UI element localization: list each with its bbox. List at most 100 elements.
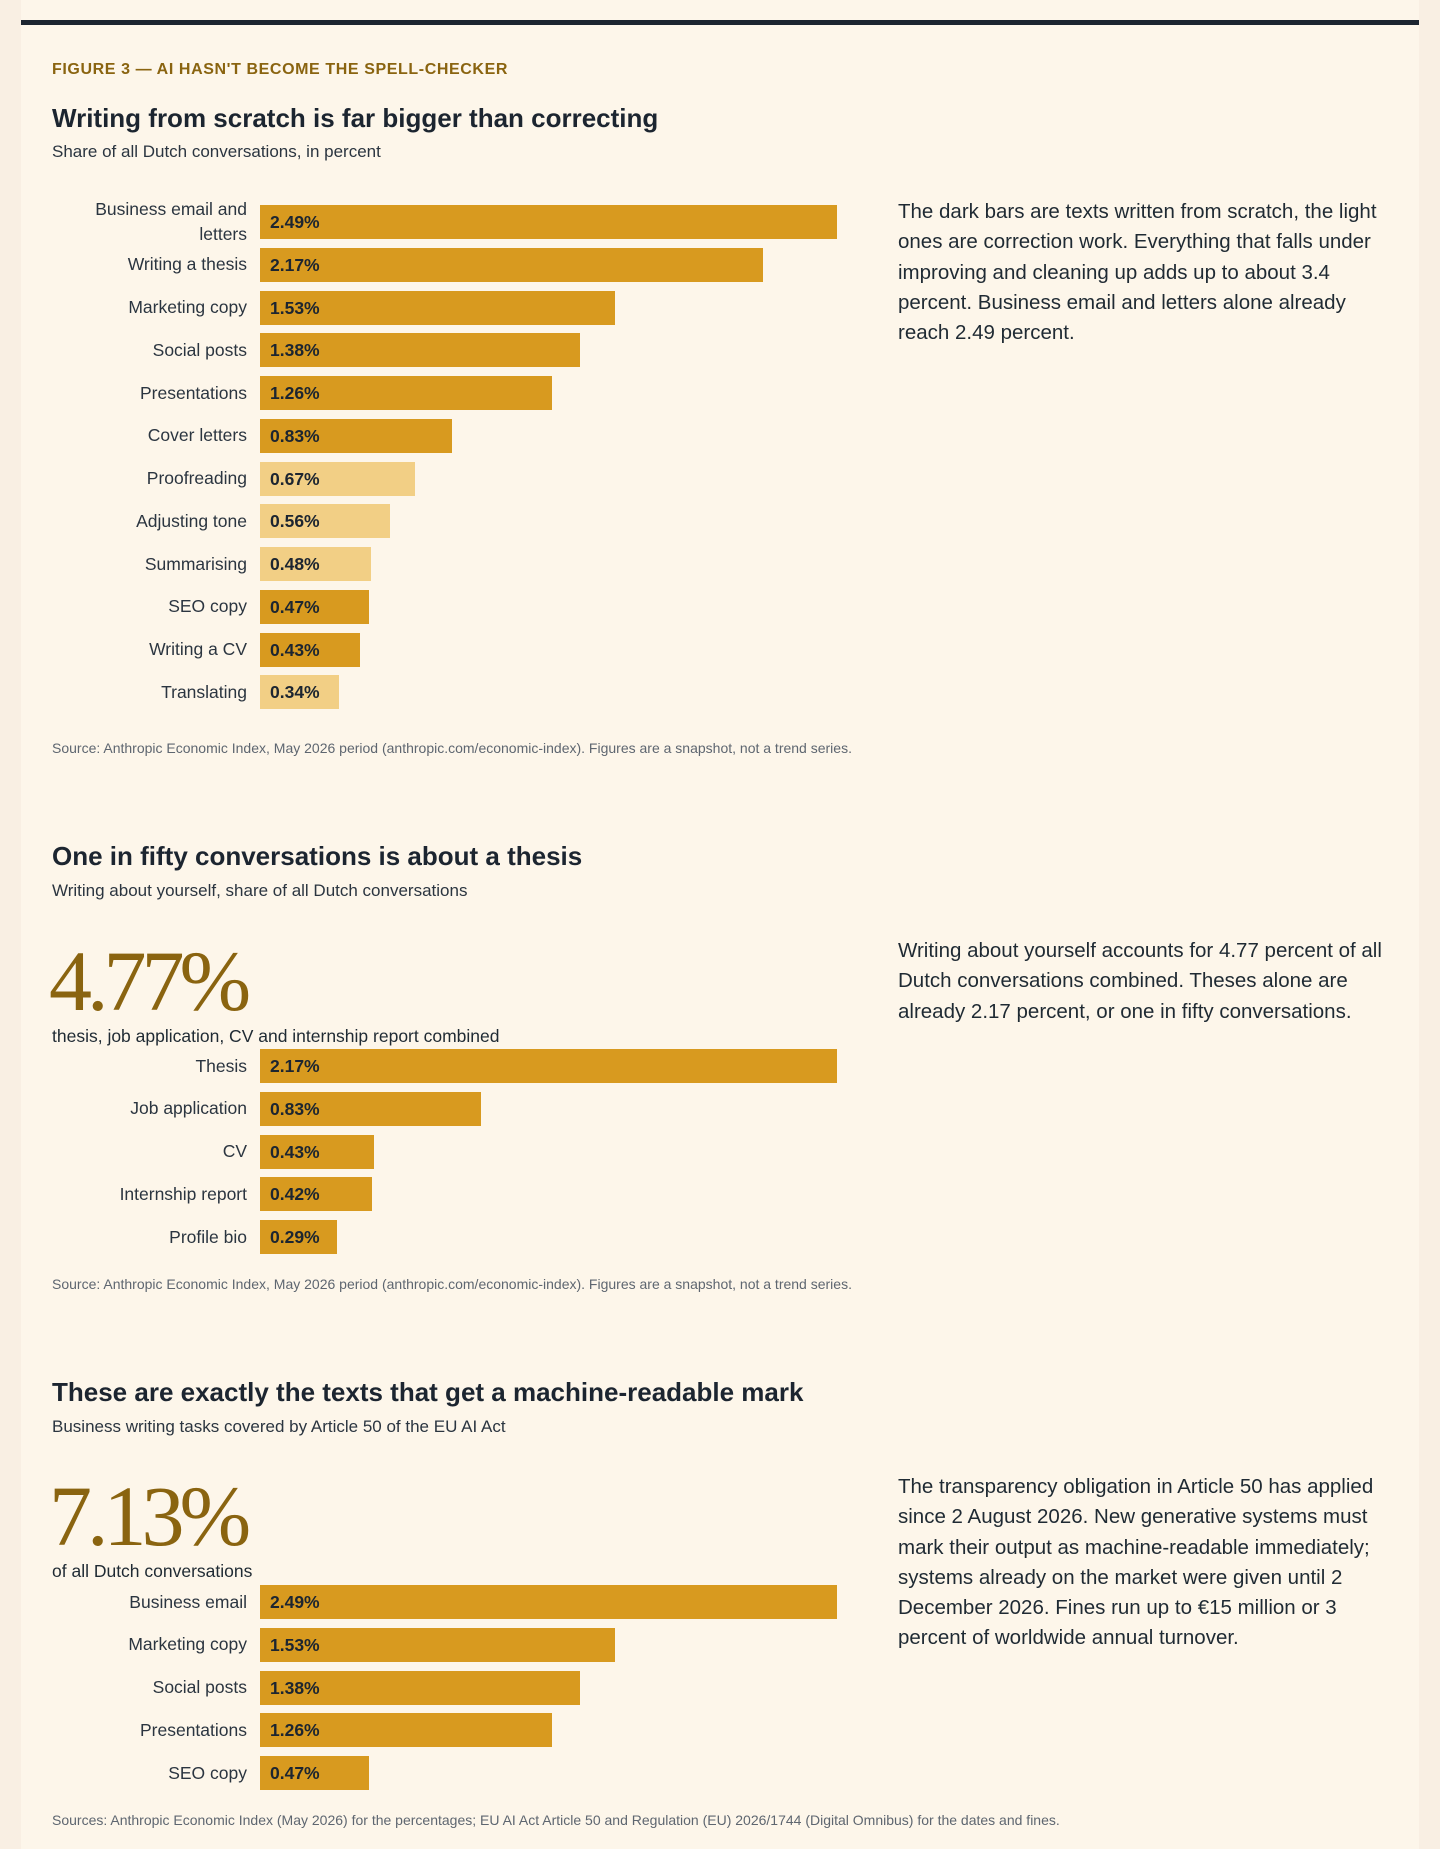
bar-row: Presentations 1.26%	[52, 376, 892, 410]
value-label: 2.49%	[270, 212, 320, 232]
bar	[260, 1670, 580, 1705]
bar	[260, 1220, 338, 1254]
bar	[260, 632, 360, 667]
chart-2-big-caption: thesis, job application, CV and internsh…	[52, 1026, 500, 1046]
bar	[260, 1713, 552, 1748]
bar	[260, 1585, 837, 1619]
bar-row: Writing a CV 0.43%	[52, 632, 892, 667]
bar-row: Internship report 0.42%	[52, 1177, 892, 1212]
value-label: 0.47%	[270, 596, 320, 617]
value-label: 0.67%	[270, 468, 320, 489]
value-label: 0.43%	[270, 639, 320, 660]
bar-row: Translating 0.34%	[52, 675, 892, 710]
bar	[260, 1627, 615, 1662]
bar	[260, 1177, 372, 1212]
chart-2-source: Source: Anthropic Economic Index, May 20…	[52, 1276, 852, 1292]
category-label: Social posts	[152, 339, 247, 360]
bar-row: CV 0.43%	[52, 1134, 892, 1169]
category-label: Presentations	[139, 1719, 247, 1740]
category-label: Marketing copy	[128, 297, 247, 317]
bar	[260, 290, 615, 325]
category-label: Business email	[129, 1591, 247, 1612]
category-label: Profile bio	[169, 1226, 247, 1247]
bar-row: Social posts 1.38%	[52, 1670, 892, 1705]
figure-page: FIGURE 3 — AI HASN'T BECOME THE SPELL-CH…	[21, 0, 1419, 1849]
value-label: 0.48%	[270, 554, 320, 574]
top-rule	[21, 20, 1419, 25]
bar	[260, 1756, 369, 1790]
bar-row: Proofreading 0.67%	[52, 461, 892, 496]
value-label: 1.38%	[270, 340, 320, 361]
value-label: 1.53%	[270, 297, 320, 318]
value-label: 2.17%	[270, 1056, 320, 1076]
bar	[260, 589, 369, 624]
chart-1-note: The dark bars are texts written from scr…	[898, 200, 1377, 345]
category-label: Thesis	[195, 1055, 247, 1076]
value-label: 1.53%	[270, 1634, 320, 1655]
bar-row: Adjusting tone 0.56%	[52, 504, 892, 539]
chart-3-big-caption: of all Dutch conversations	[52, 1561, 253, 1581]
bar	[260, 1091, 481, 1126]
bar-row: Presentations 1.26%	[52, 1713, 892, 1748]
value-label: 1.26%	[270, 383, 320, 403]
bar-row: SEO copy 0.47%	[52, 589, 892, 624]
chart-3-subtitle: Business writing tasks covered by Articl…	[52, 1417, 506, 1436]
category-label: Job application	[130, 1098, 247, 1119]
category-label: SEO copy	[168, 596, 247, 617]
bar-row: Marketing copy 1.53%	[52, 1627, 892, 1662]
value-label: 2.17%	[270, 254, 320, 275]
bar-row: Business email and letters 2.49%	[52, 199, 892, 244]
bar-row: SEO copy 0.47%	[52, 1756, 892, 1790]
bar-row: Job application 0.83%	[52, 1091, 892, 1126]
value-label: 0.83%	[270, 425, 320, 446]
bar-row: Business email 2.49%	[52, 1585, 892, 1619]
bar	[260, 547, 372, 581]
bar	[260, 205, 837, 239]
value-label: 0.42%	[270, 1184, 320, 1205]
chart-1-source: Source: Anthropic Economic Index, May 20…	[52, 740, 852, 756]
category-label: Translating	[161, 681, 247, 702]
category-label: Internship report	[119, 1183, 247, 1204]
bar	[260, 418, 453, 453]
chart-2-note: Writing about yourself accounts for 4.77…	[898, 939, 1382, 1023]
bar-row: Writing a thesis 2.17%	[52, 247, 892, 282]
value-label: 0.47%	[270, 1763, 320, 1783]
category-label: Summarising	[144, 553, 247, 574]
bar	[260, 461, 416, 496]
bar	[260, 504, 390, 539]
category-label: Business email and letters	[95, 199, 247, 244]
category-label: Cover letters	[147, 425, 247, 446]
bar-row: Marketing copy 1.53%	[52, 290, 892, 325]
bar	[260, 247, 763, 282]
chart-1-title: Writing from scratch is far bigger than …	[52, 103, 659, 133]
category-label: Adjusting tone	[136, 510, 247, 531]
value-label: 1.38%	[270, 1677, 320, 1698]
chart-2-subtitle: Writing about yourself, share of all Dut…	[52, 881, 468, 900]
value-label: 0.34%	[270, 682, 320, 703]
bar	[260, 675, 339, 710]
bar	[260, 1049, 837, 1083]
category-label: Social posts	[152, 1677, 247, 1697]
chart-3-big-number: 7.13%	[49, 1468, 251, 1564]
chart-1-subtitle: Share of all Dutch conversations, in per…	[52, 142, 381, 161]
value-label: 0.29%	[270, 1227, 320, 1247]
category-label: Writing a thesis	[127, 254, 247, 275]
value-label: 2.49%	[270, 1592, 320, 1612]
category-label: Proofreading	[146, 468, 247, 488]
chart-2-title: One in fifty conversations is about a th…	[52, 841, 583, 871]
category-label: Marketing copy	[128, 1634, 247, 1655]
chart-3-source: Sources: Anthropic Economic Index (May 2…	[52, 1812, 1060, 1828]
category-label: SEO copy	[168, 1762, 247, 1783]
bar-row: Social posts 1.38%	[52, 333, 892, 368]
bar-row: Cover letters 0.83%	[52, 418, 892, 453]
bar	[260, 376, 552, 410]
bar-row: Thesis 2.17%	[52, 1049, 892, 1083]
category-label: CV	[222, 1141, 247, 1161]
value-label: 0.43%	[270, 1141, 320, 1162]
category-label: Writing a CV	[149, 639, 247, 659]
value-label: 1.26%	[270, 1720, 320, 1741]
bar	[260, 1134, 375, 1169]
chart-2-big-number: 4.77%	[49, 933, 251, 1029]
figure-kicker: FIGURE 3 — AI HASN'T BECOME THE SPELL-CH…	[52, 61, 509, 78]
category-label: Presentations	[139, 382, 247, 403]
